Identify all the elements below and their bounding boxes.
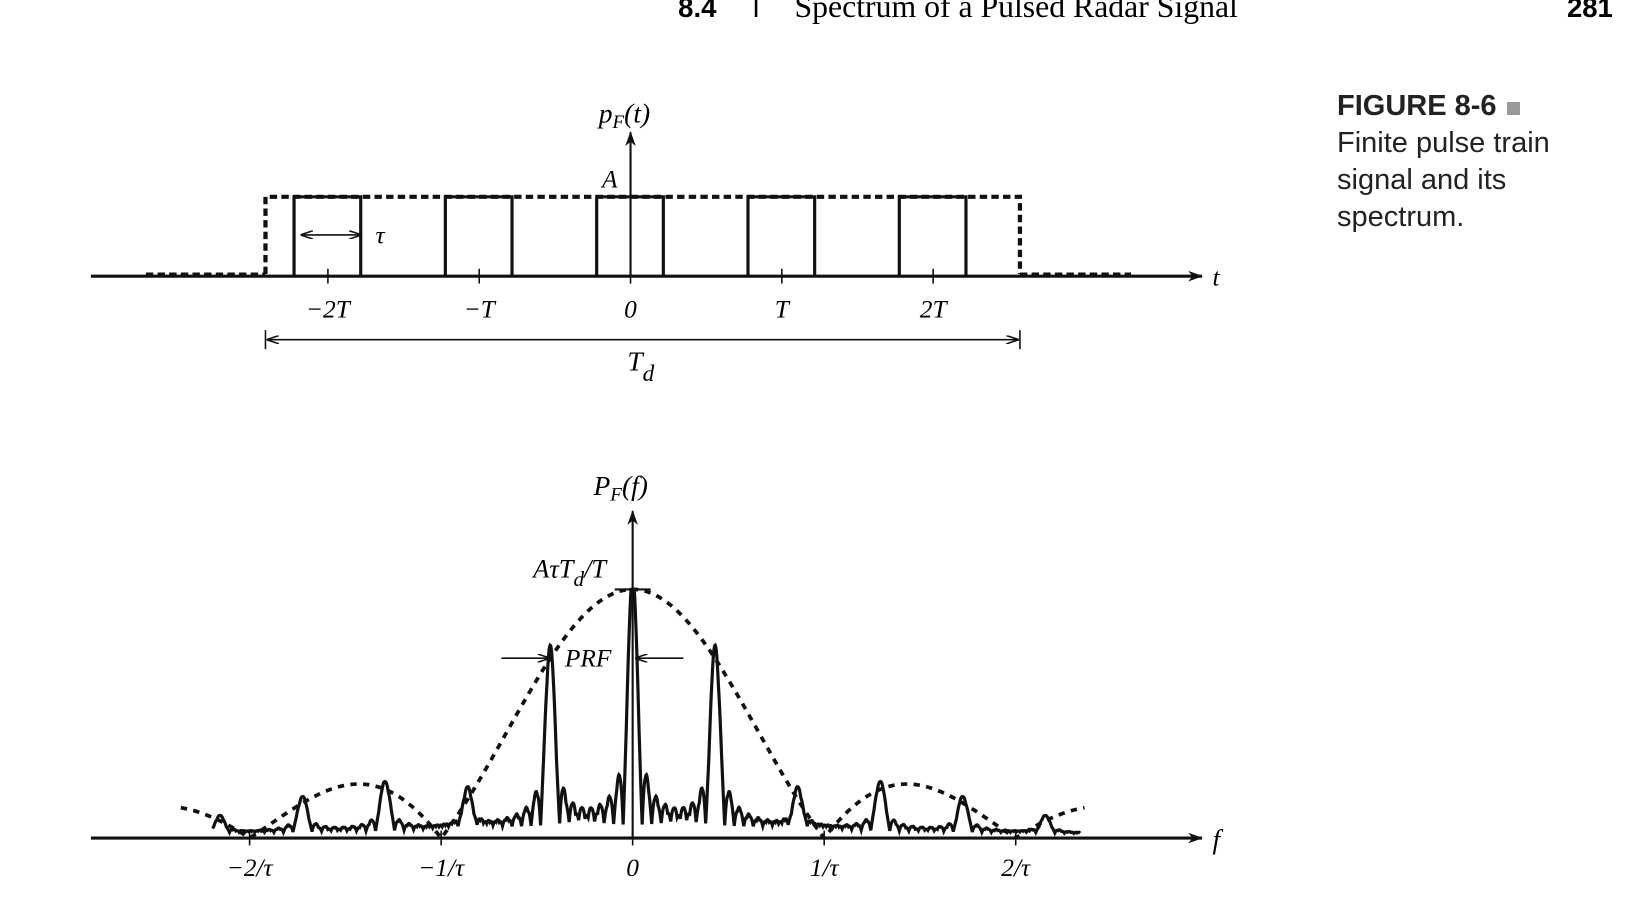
caption-label: FIGURE 8-6 [1337, 88, 1592, 125]
amplitude-label: A [600, 165, 618, 193]
tick-label: 1/τ [810, 854, 840, 882]
duration-label: Td [627, 345, 654, 387]
y-label-top: pF(t) [597, 98, 650, 133]
tick-label: T [775, 295, 791, 323]
pulse [897, 195, 968, 277]
pulse [746, 195, 817, 277]
label-tail: (t) [624, 98, 650, 129]
page-number: 281 [1567, 0, 1613, 23]
label-main: AτT [531, 554, 576, 584]
label-main: P [593, 470, 611, 501]
tick-label: 2/τ [1001, 854, 1031, 882]
section-number: 8.4 [678, 0, 717, 23]
tick-label: 0 [626, 854, 639, 882]
pulse [292, 195, 363, 277]
caption-label-text: FIGURE 8-6 [1337, 90, 1497, 122]
freq-axis-label: f [1213, 824, 1224, 855]
label-tail: /T [582, 554, 608, 584]
label-main: p [597, 98, 613, 129]
tick-label: −T [464, 295, 497, 323]
label-tail: (f) [622, 470, 648, 501]
tick-label: 2T [920, 295, 949, 323]
pulse-width-label: τ [376, 221, 386, 249]
label-sub: F [609, 485, 622, 506]
label-sub: F [612, 112, 625, 133]
tick-label: −2/τ [227, 854, 274, 882]
caption-text: Finite pulse train signal and its spectr… [1337, 127, 1550, 233]
label-main: T [627, 345, 644, 376]
time-axis-label: t [1213, 264, 1221, 292]
pulse [443, 195, 514, 277]
label-sub: d [574, 567, 585, 591]
peak-label: AτTd/T [531, 554, 608, 591]
label-sub: d [643, 361, 655, 387]
separator: I [752, 0, 760, 23]
running-title: Spectrum of a Pulsed Radar Signal [795, 0, 1239, 24]
prf-label: PRF [564, 645, 612, 673]
caption: FIGURE 8-6 Finite pulse train signal and… [1337, 88, 1592, 236]
y-label-bottom: PF(f) [593, 470, 648, 505]
tick-label: 0 [624, 295, 637, 323]
spectrum [90, 510, 1203, 846]
tick-label: −2T [306, 295, 352, 323]
pulse-train [90, 131, 1203, 350]
tick-label: −1/τ [418, 854, 465, 882]
pulse [595, 195, 665, 277]
